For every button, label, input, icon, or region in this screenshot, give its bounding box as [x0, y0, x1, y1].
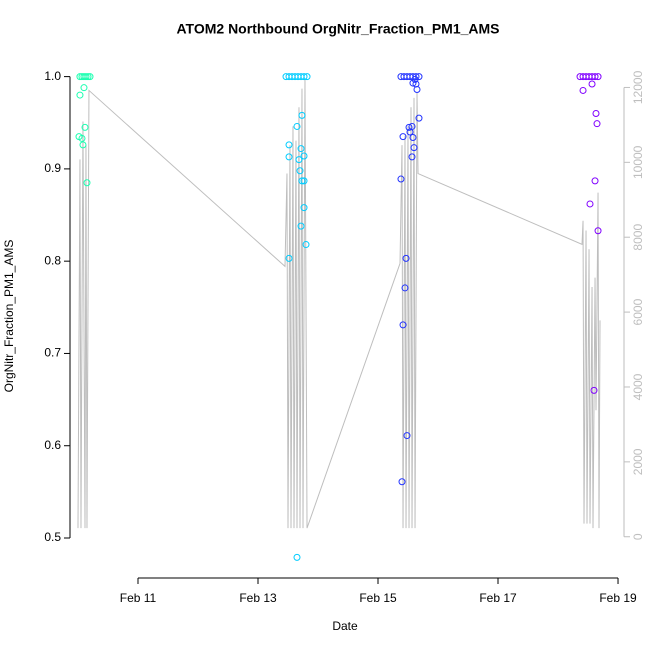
point [594, 227, 602, 235]
point [408, 122, 416, 130]
point [409, 79, 417, 87]
point [298, 177, 306, 185]
point [297, 222, 305, 230]
point [579, 86, 587, 94]
y2-tick-label: 0 [631, 533, 645, 540]
point [398, 478, 406, 486]
y2-tick-label: 8000 [631, 224, 645, 251]
y-axis-label: OrgNitr_Fraction_PM1_AMS [2, 240, 16, 393]
point [590, 386, 598, 394]
x-tick-label: Feb 13 [239, 591, 277, 605]
point [285, 254, 293, 262]
x-tick-label: Feb 19 [599, 591, 637, 605]
y2-tick-label: 12000 [631, 70, 645, 104]
point [78, 134, 86, 142]
x-tick-label: Feb 11 [120, 591, 157, 605]
y-tick-label: 0.8 [44, 253, 61, 267]
point [79, 141, 87, 149]
point [298, 111, 306, 119]
y2-tick-label: 2000 [631, 448, 645, 475]
y-tick-label: 0.5 [44, 530, 61, 544]
y-tick-label: 0.9 [44, 161, 61, 175]
point [402, 254, 410, 262]
point [302, 241, 310, 249]
point [81, 123, 89, 131]
y-tick-label: 0.7 [44, 346, 61, 360]
point [593, 120, 601, 128]
x-tick-label: Feb 17 [479, 591, 517, 605]
point [295, 156, 303, 164]
point [405, 123, 413, 131]
point [300, 152, 308, 160]
point [591, 73, 599, 81]
point [410, 144, 418, 152]
point [594, 73, 602, 81]
point [82, 73, 90, 81]
point [586, 200, 594, 208]
point [83, 179, 91, 187]
y-tick-label: 1.0 [44, 69, 61, 83]
point [397, 175, 405, 183]
point [591, 177, 599, 185]
series-line [77, 78, 601, 529]
y2-tick-label: 4000 [631, 373, 645, 400]
point [588, 80, 596, 88]
point [285, 153, 293, 161]
point [86, 73, 94, 81]
point [592, 110, 600, 118]
point [293, 122, 301, 130]
y2-tick-label: 10000 [631, 145, 645, 179]
x-tick-label: Feb 15 [359, 591, 397, 605]
y2-tick-label: 6000 [631, 298, 645, 325]
x-axis-label: Date [332, 619, 358, 633]
point [399, 133, 407, 141]
point [300, 177, 308, 185]
point [303, 73, 311, 81]
point [408, 153, 416, 161]
point [401, 284, 409, 292]
point [84, 73, 92, 81]
point [403, 432, 411, 440]
point [300, 73, 308, 81]
y-tick-label: 0.6 [44, 438, 61, 452]
point [399, 321, 407, 329]
point [285, 141, 293, 149]
point [76, 91, 84, 99]
point [415, 114, 423, 122]
chart-title: ATOM2 Northbound OrgNitr_Fraction_PM1_AM… [176, 21, 499, 37]
point [297, 145, 305, 153]
point [293, 553, 301, 561]
point [80, 84, 88, 92]
point [411, 75, 419, 83]
point [413, 86, 421, 94]
point [300, 204, 308, 212]
point [409, 134, 417, 142]
point [296, 167, 304, 175]
